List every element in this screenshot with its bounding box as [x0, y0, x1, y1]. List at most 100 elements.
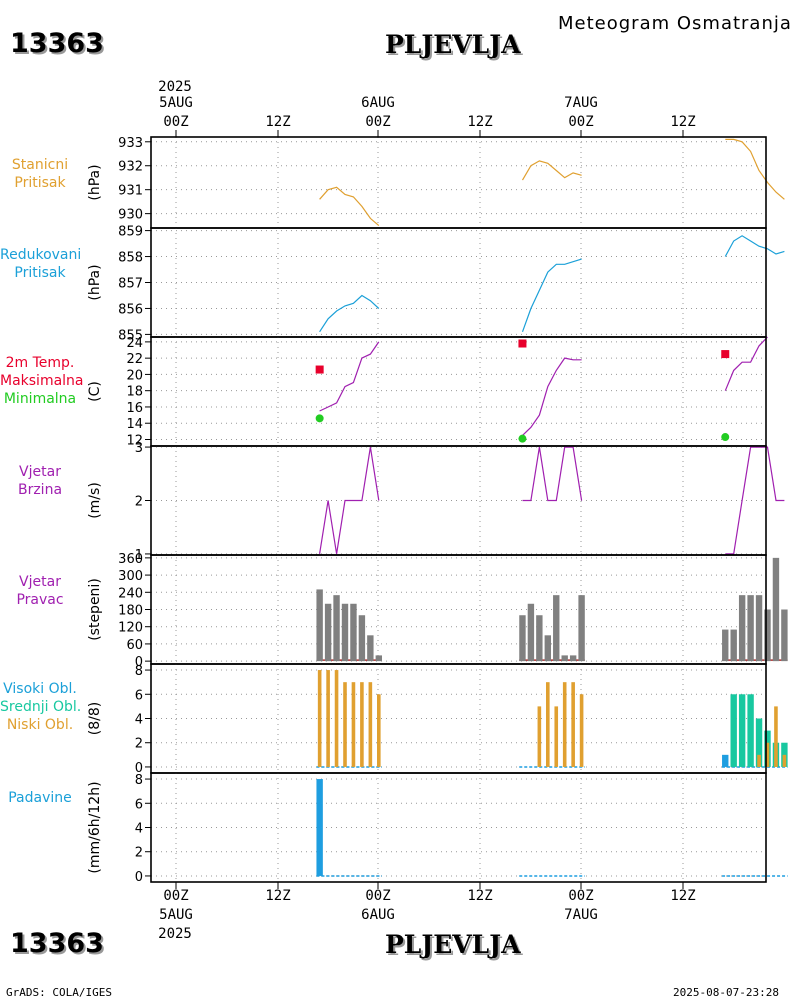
y-axis-label: (hPa): [87, 264, 103, 300]
bar-clouds: [722, 754, 729, 767]
year-label-bottom: 2025: [158, 926, 192, 942]
panel-label-line: Srednji Obl.: [0, 699, 82, 715]
panel-clouds: 0 2 4 6 8 (8/8): [87, 663, 788, 776]
time-hour-label-top: 00Z: [568, 114, 594, 130]
bar-wind_direction: [730, 629, 737, 662]
time-hour-label-top: 12Z: [467, 114, 493, 130]
y-tick-label: 240: [118, 586, 143, 601]
y-tick-label: 1: [135, 548, 143, 563]
y-tick-label: 0: [135, 870, 143, 885]
station-name-bottom: PLJEVLJA: [385, 930, 521, 959]
bar-wind_direction: [367, 635, 374, 662]
bar-wind_direction: [569, 655, 577, 662]
bar-wind_direction: [722, 629, 729, 662]
y-tick-label: 14: [126, 417, 143, 432]
y-tick-label: 855: [118, 328, 143, 343]
time-hour-label-bottom: 00Z: [163, 888, 189, 904]
panel-frame: [150, 554, 767, 665]
bar-clouds: [562, 682, 567, 767]
time-hour-label-top: 12Z: [670, 114, 696, 130]
bar-wind_direction: [781, 609, 788, 662]
bar-clouds: [368, 682, 373, 767]
time-day-label-top: 5AUG: [159, 95, 193, 111]
bar-clouds: [738, 694, 746, 767]
y-axis-label: (m/s): [87, 482, 103, 519]
bar-clouds: [546, 682, 550, 767]
min-temp-marker: [315, 414, 324, 423]
series-line-reduced_pressure: [521, 258, 582, 333]
y-tick-label: 6: [135, 797, 143, 812]
y-axis-label: (stepeni): [87, 578, 103, 641]
panel-label-reduced_pressure: Redukovani Pritisak: [0, 246, 82, 282]
min-temp-marker: [721, 433, 730, 442]
panel-frame: [150, 772, 767, 883]
series-line-pressure: [725, 138, 785, 200]
panel-frame: [150, 336, 767, 447]
y-tick-label: 12: [126, 433, 143, 448]
panel-wind_speed: 1 2 3 (m/s): [87, 441, 785, 563]
time-day-label-top: 6AUG: [361, 95, 395, 111]
max-temp-marker: [315, 365, 324, 374]
y-tick-label: 931: [118, 184, 143, 199]
y-tick-label: 857: [118, 277, 143, 292]
bar-clouds: [317, 670, 322, 767]
bar-wind_direction: [544, 635, 551, 662]
y-tick-label: 16: [126, 401, 143, 416]
y-tick-label: 2: [135, 495, 143, 510]
panel-label-line: Minimalna: [3, 391, 77, 407]
bar-clouds: [747, 694, 754, 767]
time-hour-label-top: 12Z: [265, 114, 291, 130]
bar-clouds: [579, 694, 584, 767]
bar-precipitation: [316, 779, 323, 876]
bar-clouds: [730, 694, 737, 767]
bar-wind_direction: [536, 615, 543, 662]
bar-wind_direction: [333, 595, 340, 662]
footer-credit: GrADS: COLA/IGES: [6, 986, 112, 999]
y-tick-label: 20: [126, 368, 143, 383]
time-hour-label-top: 00Z: [163, 114, 189, 130]
series-line-reduced_pressure: [724, 235, 785, 257]
y-tick-label: 933: [118, 136, 143, 151]
bar-wind_direction: [738, 595, 746, 662]
y-tick-label: 180: [118, 604, 143, 619]
time-hour-label-bottom: 12Z: [670, 888, 696, 904]
y-axis-label: (mm/6h/12h): [87, 781, 103, 873]
panel-frame: [150, 445, 767, 556]
panel-frame: [150, 227, 767, 338]
bar-clouds: [765, 742, 770, 767]
y-tick-label: 2: [135, 737, 143, 752]
bar-clouds: [343, 682, 347, 767]
time-day-label-top: 7AUG: [564, 95, 598, 111]
bar-clouds: [360, 682, 364, 767]
bar-wind_direction: [772, 557, 780, 662]
time-hour-label-bottom: 12Z: [265, 888, 291, 904]
panel-label-clouds: Visoki Obl. Srednji Obl. Niski Obl.: [0, 680, 82, 734]
station-id-bottom: 13363: [10, 928, 104, 959]
time-day-label-bottom: 6AUG: [361, 907, 395, 923]
panel-label-line: Redukovani: [0, 247, 82, 263]
bar-wind_direction: [561, 655, 568, 662]
bar-wind_direction: [755, 595, 763, 662]
y-tick-label: 859: [118, 225, 143, 240]
panel-label-line: Brzina: [17, 482, 63, 498]
y-tick-label: 8: [135, 773, 143, 788]
panel-label-temperature: 2m Temp. Maksimalna Minimalna: [0, 354, 84, 408]
y-tick-label: 858: [118, 251, 143, 266]
bar-wind_direction: [553, 595, 560, 662]
y-tick-label: 4: [135, 713, 143, 728]
footer-timestamp: 2025-08-07-23:28: [673, 986, 779, 999]
series-line-reduced_pressure: [319, 294, 380, 333]
bar-wind_direction: [747, 595, 754, 662]
bar-clouds: [757, 754, 761, 767]
panel-precipitation: 0 2 4 6 8 (mm/6h/12h): [87, 772, 788, 885]
panel-frame: [150, 663, 767, 774]
series-line-wind_speed: [725, 446, 785, 555]
bar-clouds: [571, 682, 575, 767]
bar-clouds: [334, 670, 339, 767]
time-hour-label-bottom: 00Z: [365, 888, 391, 904]
y-tick-label: 932: [118, 160, 143, 175]
y-tick-label: 2: [135, 846, 143, 861]
y-tick-label: 360: [118, 552, 143, 567]
panel-label-line: Vjetar: [19, 464, 61, 480]
